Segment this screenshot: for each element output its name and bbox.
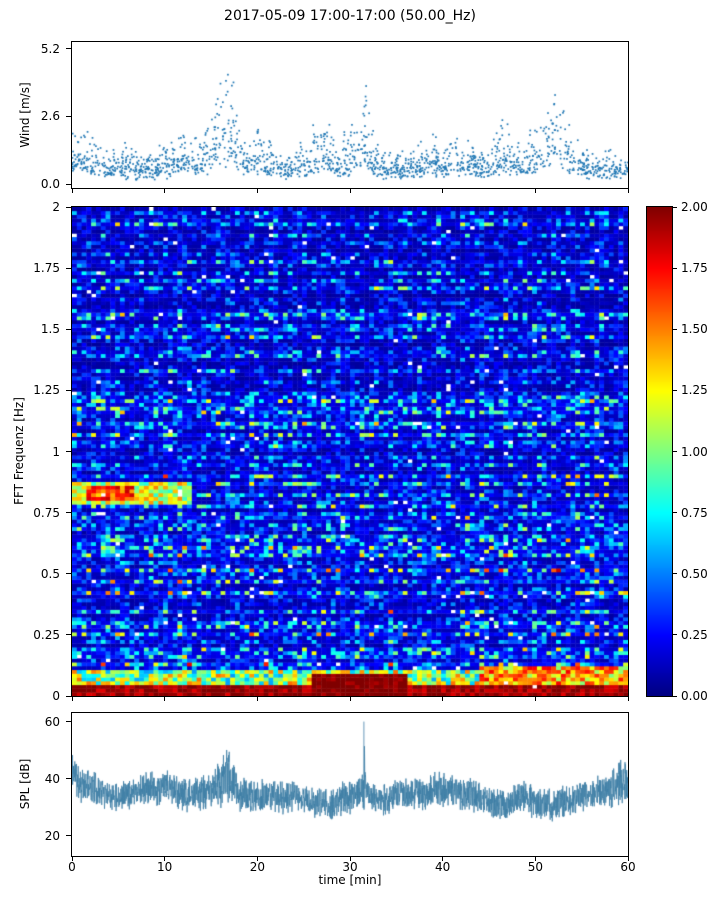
- tick-label: 0.5: [40, 566, 60, 581]
- tick-mark: [71, 189, 73, 193]
- tick-label: 1.50: [681, 322, 708, 337]
- chart-title: 2017-05-09 17:00-17:00 (50.00_Hz): [224, 8, 476, 24]
- tick-mark: [534, 857, 536, 861]
- tick-mark: [164, 189, 166, 193]
- tick-label: 5.2: [40, 41, 60, 56]
- tick-mark: [66, 634, 71, 636]
- tick-mark: [627, 697, 629, 701]
- spectrogram-heatmap-canvas: [71, 206, 629, 697]
- tick-label: 30: [342, 860, 358, 874]
- tick-label: 1: [52, 444, 60, 459]
- tick-mark: [164, 857, 166, 861]
- tick-label: 0.00: [681, 689, 708, 703]
- tick-label: 60: [620, 860, 636, 874]
- tick-label: 20: [44, 828, 60, 843]
- x-axis-label: time [min]: [318, 873, 382, 887]
- tick-mark: [673, 451, 677, 452]
- tick-label: 0.50: [681, 566, 708, 581]
- tick-mark: [71, 857, 73, 861]
- tick-label: 40: [44, 771, 60, 786]
- tick-label: 1.25: [33, 383, 60, 398]
- tick-label: 2.6: [40, 109, 60, 124]
- tick-mark: [66, 328, 71, 330]
- tick-mark: [66, 389, 71, 391]
- tick-mark: [66, 512, 71, 514]
- tick-label: 0.75: [681, 505, 708, 520]
- tick-mark: [66, 573, 71, 575]
- tick-label: 1.00: [681, 444, 708, 459]
- tick-mark: [256, 697, 258, 701]
- tick-mark: [442, 857, 444, 861]
- tick-mark: [66, 206, 71, 208]
- tick-mark: [673, 695, 677, 697]
- tick-mark: [673, 573, 677, 575]
- tick-mark: [66, 267, 71, 269]
- tick-label: 2: [52, 200, 60, 214]
- tick-mark: [627, 857, 629, 861]
- tick-mark: [256, 189, 258, 193]
- tick-mark: [673, 328, 677, 330]
- tick-label: 60: [44, 714, 60, 729]
- tick-mark: [71, 697, 73, 701]
- tick-mark: [442, 697, 444, 701]
- tick-label: 0.25: [33, 627, 60, 642]
- tick-mark: [349, 857, 351, 861]
- tick-mark: [673, 512, 677, 514]
- spl-line-canvas: [71, 712, 629, 857]
- tick-label: 50: [527, 860, 543, 874]
- tick-label: 1.75: [681, 261, 708, 276]
- tick-label: 0: [52, 689, 60, 703]
- tick-mark: [66, 721, 71, 723]
- tick-label: 1.25: [681, 383, 708, 398]
- tick-label: 0.25: [681, 627, 708, 642]
- tick-mark: [442, 189, 444, 193]
- tick-label: 10: [157, 860, 173, 874]
- tick-label: 2.00: [681, 200, 708, 214]
- tick-mark: [627, 189, 629, 193]
- wind-scatter-canvas: [71, 41, 629, 189]
- tick-mark: [673, 634, 677, 636]
- tick-mark: [349, 697, 351, 701]
- tick-label: 20: [249, 860, 265, 874]
- tick-mark: [66, 695, 71, 697]
- tick-mark: [66, 183, 71, 185]
- tick-mark: [256, 857, 258, 861]
- tick-mark: [673, 389, 677, 391]
- tick-mark: [349, 189, 351, 193]
- tick-mark: [673, 206, 677, 208]
- tick-label: 1.75: [33, 261, 60, 276]
- tick-mark: [534, 697, 536, 701]
- tick-mark: [673, 267, 677, 269]
- tick-mark: [66, 835, 71, 837]
- tick-label: 0: [68, 860, 76, 874]
- tick-label: 0.75: [33, 505, 60, 520]
- tick-mark: [66, 48, 71, 50]
- colorbar-canvas: [646, 206, 673, 697]
- tick-mark: [534, 189, 536, 193]
- tick-mark: [164, 697, 166, 701]
- tick-mark: [66, 115, 71, 117]
- tick-mark: [66, 451, 71, 452]
- tick-label: 40: [435, 860, 451, 874]
- tick-label: 0.0: [40, 177, 60, 192]
- tick-mark: [66, 778, 71, 780]
- tick-label: 1.5: [40, 322, 60, 337]
